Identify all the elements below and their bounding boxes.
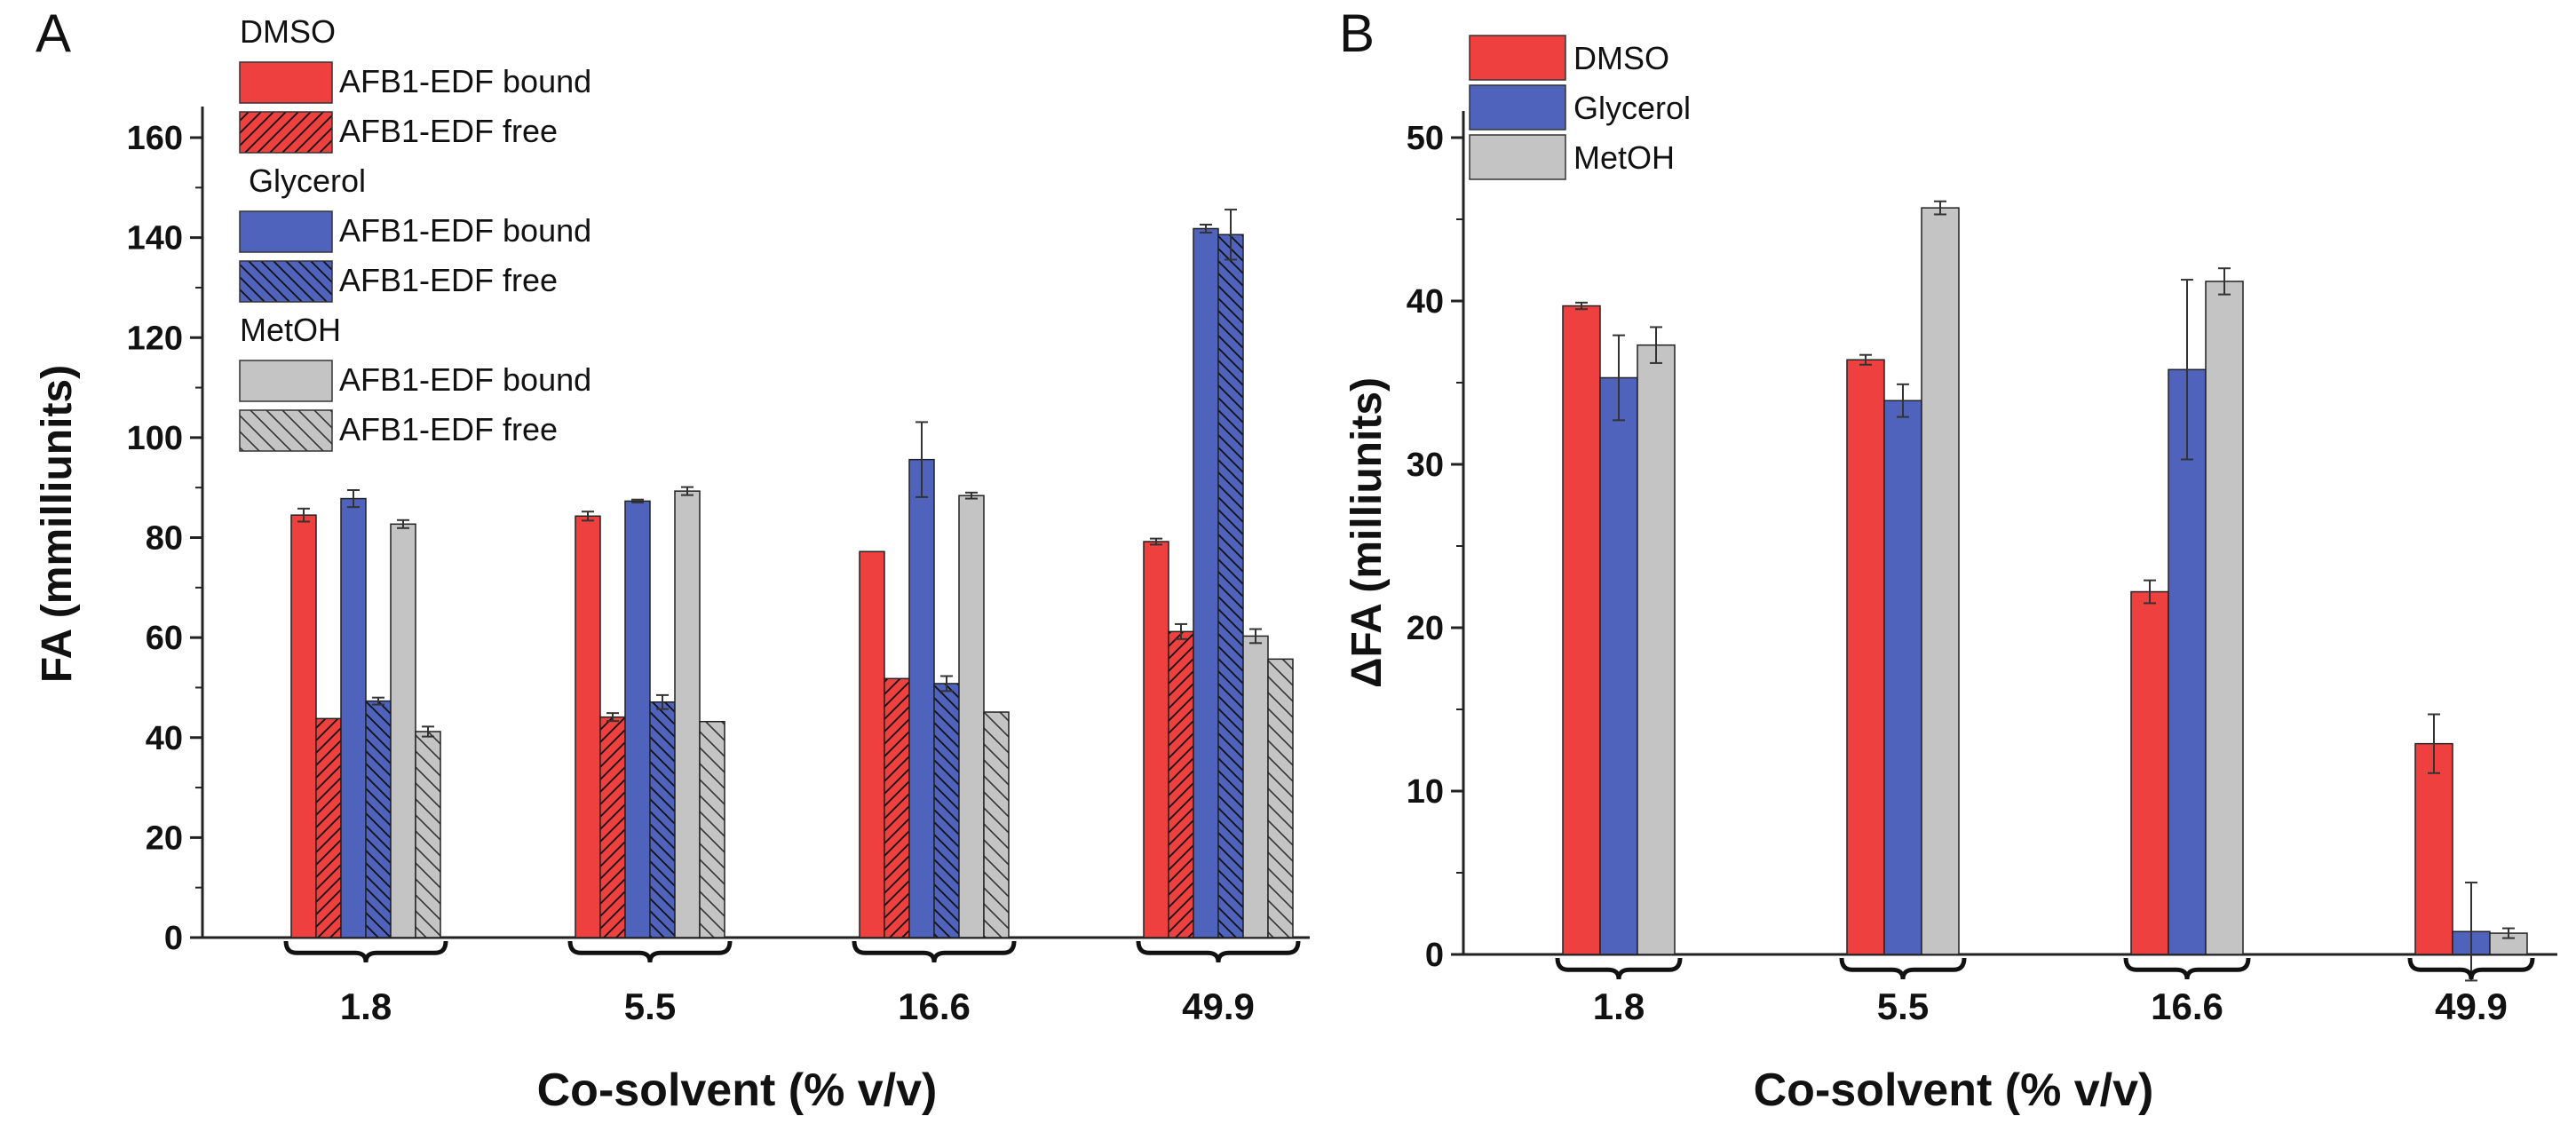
- bar: [983, 711, 1010, 938]
- bar: [1143, 541, 1169, 938]
- legend-swatch: [239, 409, 333, 452]
- group-brace: [852, 940, 1017, 963]
- y-tick-label: 60: [146, 620, 183, 657]
- bar: [958, 495, 985, 938]
- legend-label: AFB1-EDF free: [339, 262, 558, 298]
- bar: [1168, 630, 1194, 938]
- group-brace: [1555, 957, 1683, 980]
- bar: [1217, 234, 1244, 938]
- y-tick-label: 20: [146, 819, 183, 857]
- legend: DMSO Glycerol MetOH: [1469, 35, 1691, 180]
- bar: [624, 500, 651, 938]
- bar: [884, 677, 910, 938]
- bar: [933, 683, 960, 938]
- bar: [908, 458, 935, 938]
- y-tick-label: 120: [127, 320, 183, 357]
- legend-label: AFB1-EDF bound: [339, 212, 591, 249]
- y-tick-label: 100: [127, 420, 183, 457]
- legend-swatch: [1469, 134, 1566, 180]
- bar: [1846, 359, 1885, 955]
- y-tick-label: 50: [1407, 120, 1444, 157]
- x-tick-label: 49.9: [1182, 986, 1255, 1027]
- legend-swatch: [239, 260, 333, 303]
- legend-label: Glycerol: [1573, 90, 1691, 126]
- bar: [2130, 590, 2169, 955]
- y-tick-label: 0: [164, 920, 183, 957]
- bar: [699, 720, 725, 938]
- y-tick-label: 30: [1407, 447, 1444, 484]
- legend-swatch: [1469, 35, 1566, 81]
- bar: [649, 701, 676, 938]
- y-tick-label: 40: [1407, 283, 1444, 321]
- legend-label: AFB1-EDF bound: [339, 63, 591, 99]
- legend-group-title: DMSO: [240, 13, 336, 50]
- x-tick-label: 16.6: [2151, 986, 2223, 1027]
- panel-b: 0 10 20 30 40 50 ΔFA (milliunits) Co-solvent (%…: [1339, 4, 2557, 1116]
- x-tick-label: 16.6: [898, 986, 971, 1027]
- group-brace: [567, 940, 733, 963]
- bar: [1193, 227, 1219, 938]
- bar: [1242, 635, 1269, 938]
- y-tick-label: 10: [1407, 773, 1444, 811]
- bar: [1599, 376, 1638, 955]
- group-brace: [2407, 957, 2535, 980]
- panel-a: 0 20 40 60 80 100 120 140 160 FA (mmilliunits) Co-…: [34, 4, 1310, 1116]
- bar: [365, 700, 392, 938]
- legend-label: AFB1-EDF free: [339, 113, 558, 149]
- bar: [290, 514, 317, 938]
- legend-label: DMSO: [1573, 40, 1669, 76]
- bar: [1562, 305, 1601, 955]
- legend-swatch: [239, 111, 333, 154]
- bar: [1921, 207, 1960, 955]
- y-axis-title: ΔFA (milliunits): [1343, 377, 1391, 688]
- bar: [859, 550, 885, 938]
- bar: [2205, 281, 2244, 955]
- x-tick-label: 49.9: [2435, 986, 2508, 1027]
- group-brace: [283, 940, 448, 963]
- x-tick-label: 5.5: [1877, 986, 1929, 1027]
- panel-label: B: [1339, 4, 1375, 63]
- bar: [674, 490, 701, 938]
- bar: [599, 716, 626, 938]
- group-brace: [1839, 957, 1967, 980]
- legend-label: AFB1-EDF bound: [339, 361, 591, 398]
- x-tick-label: 1.8: [1593, 986, 1645, 1027]
- bar: [575, 515, 601, 938]
- x-axis-title: Co-solvent (% v/v): [1754, 1065, 2154, 1116]
- panel-label: A: [36, 4, 71, 63]
- bar: [1637, 344, 1676, 955]
- legend-swatch: [1469, 84, 1566, 131]
- x-axis-title: Co-solvent (% v/v): [537, 1065, 938, 1116]
- legend-swatch: [239, 61, 333, 104]
- group-brace: [1136, 940, 1301, 963]
- bar: [340, 497, 367, 938]
- bar: [390, 523, 416, 938]
- y-tick-label: 0: [1425, 937, 1444, 974]
- y-tick-label: 140: [127, 220, 183, 257]
- bar: [1267, 658, 1294, 938]
- x-tick-label: 1.8: [340, 986, 392, 1027]
- legend-swatch: [239, 210, 333, 253]
- legend-group-title: Glycerol: [249, 162, 366, 199]
- x-tick-label: 5.5: [624, 986, 676, 1027]
- bar: [315, 717, 342, 938]
- legend-swatch: [239, 360, 333, 402]
- y-axis-title: FA (mmilliunits): [34, 365, 81, 683]
- legend-label: MetOH: [1573, 139, 1675, 176]
- y-tick-label: 80: [146, 520, 183, 558]
- group-brace: [2123, 957, 2251, 980]
- y-tick-label: 20: [1407, 610, 1444, 647]
- legend-group-title: MetOH: [240, 312, 341, 348]
- y-tick-label: 160: [127, 120, 183, 157]
- bar: [415, 731, 441, 938]
- bar: [1883, 400, 1922, 955]
- bar: [2414, 742, 2453, 955]
- y-tick-label: 40: [146, 720, 183, 757]
- legend-label: AFB1-EDF free: [339, 411, 558, 447]
